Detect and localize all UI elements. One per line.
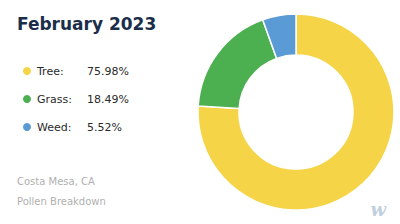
svg-text:w: w	[371, 199, 388, 220]
svg-text:Tree:: Tree:	[36, 65, 64, 78]
svg-text:February 2023: February 2023	[17, 14, 156, 34]
svg-text:75.98%: 75.98%	[87, 65, 129, 78]
svg-text:Weed:: Weed:	[37, 121, 71, 134]
svg-text:Costa Mesa, CA: Costa Mesa, CA	[17, 176, 95, 187]
svg-text:Grass:: Grass:	[37, 93, 72, 106]
svg-text:5.52%: 5.52%	[87, 121, 122, 134]
svg-text:Pollen Breakdown: Pollen Breakdown	[17, 196, 106, 207]
svg-text:18.49%: 18.49%	[87, 93, 129, 106]
